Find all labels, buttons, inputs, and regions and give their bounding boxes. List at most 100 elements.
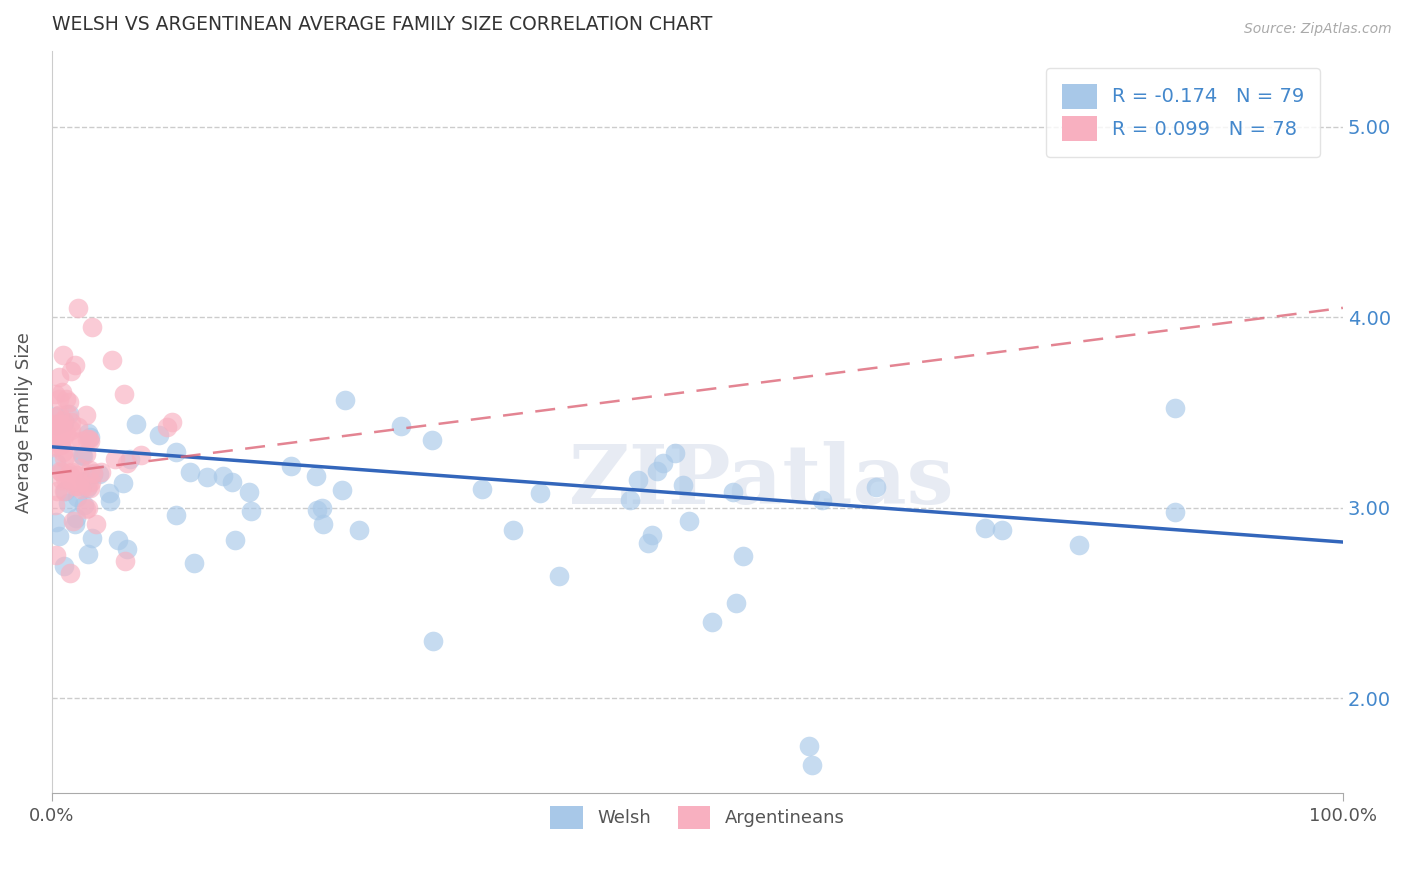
- Point: [75, 408, 97, 422]
- Point: [238, 484, 260, 499]
- Point: [49, 464, 72, 478]
- Point: [45, 409, 67, 423]
- Point: [56, 496, 79, 510]
- Point: [721, 484, 744, 499]
- Point: [67, 420, 90, 434]
- Point: [65, 490, 87, 504]
- Point: [307, 503, 329, 517]
- Point: [700, 615, 723, 629]
- Point: [70, 448, 93, 462]
- Point: [627, 473, 650, 487]
- Point: [79, 432, 101, 446]
- Point: [51, 444, 73, 458]
- Point: [80, 475, 103, 490]
- Point: [75, 502, 97, 516]
- Point: [53, 484, 76, 499]
- Point: [641, 528, 664, 542]
- Point: [311, 501, 333, 516]
- Point: [55, 425, 77, 440]
- Point: [125, 417, 148, 431]
- Point: [45, 456, 67, 470]
- Point: [502, 523, 524, 537]
- Text: WELSH VS ARGENTINEAN AVERAGE FAMILY SIZE CORRELATION CHART: WELSH VS ARGENTINEAN AVERAGE FAMILY SIZE…: [52, 15, 711, 34]
- Point: [58, 466, 80, 480]
- Point: [52, 483, 75, 498]
- Point: [53, 559, 76, 574]
- Point: [637, 536, 659, 550]
- Point: [107, 533, 129, 548]
- Point: [42, 423, 65, 437]
- Point: [77, 501, 100, 516]
- Point: [73, 499, 96, 513]
- Point: [60, 475, 83, 489]
- Point: [221, 475, 243, 489]
- Point: [75, 474, 97, 488]
- Point: [129, 448, 152, 462]
- Point: [42, 440, 65, 454]
- Point: [65, 511, 87, 525]
- Point: [66, 468, 89, 483]
- Point: [67, 479, 90, 493]
- Point: [63, 478, 86, 492]
- Point: [75, 447, 97, 461]
- Point: [312, 516, 335, 531]
- Point: [104, 451, 127, 466]
- Point: [97, 485, 120, 500]
- Point: [160, 415, 183, 429]
- Point: [991, 523, 1014, 537]
- Point: [42, 417, 65, 432]
- Point: [89, 467, 111, 481]
- Point: [79, 481, 101, 495]
- Point: [332, 483, 354, 497]
- Point: [100, 494, 122, 508]
- Point: [801, 757, 824, 772]
- Point: [114, 554, 136, 568]
- Point: [60, 423, 83, 437]
- Point: [49, 466, 72, 480]
- Point: [53, 471, 76, 485]
- Point: [165, 508, 187, 522]
- Point: [69, 434, 91, 448]
- Y-axis label: Average Family Size: Average Family Size: [15, 332, 32, 513]
- Point: [59, 364, 82, 378]
- Point: [797, 739, 820, 753]
- Legend: Welsh, Argentineans: Welsh, Argentineans: [543, 798, 852, 837]
- Point: [82, 466, 104, 480]
- Point: [112, 386, 135, 401]
- Point: [156, 420, 179, 434]
- Point: [1164, 505, 1187, 519]
- Point: [80, 319, 103, 334]
- Point: [1069, 538, 1091, 552]
- Point: [56, 467, 79, 482]
- Point: [179, 465, 201, 479]
- Point: [974, 521, 997, 535]
- Point: [678, 515, 700, 529]
- Point: [118, 451, 141, 466]
- Point: [70, 482, 93, 496]
- Point: [51, 473, 73, 487]
- Point: [547, 569, 569, 583]
- Point: [76, 479, 98, 493]
- Point: [65, 516, 87, 531]
- Point: [79, 434, 101, 449]
- Point: [60, 465, 83, 479]
- Point: [619, 493, 641, 508]
- Point: [59, 566, 82, 580]
- Point: [422, 634, 444, 648]
- Point: [76, 547, 98, 561]
- Point: [212, 469, 235, 483]
- Point: [58, 407, 80, 421]
- Point: [80, 532, 103, 546]
- Point: [148, 428, 170, 442]
- Point: [44, 438, 66, 452]
- Point: [48, 392, 70, 406]
- Point: [46, 484, 69, 499]
- Point: [60, 434, 83, 448]
- Point: [44, 498, 66, 512]
- Point: [280, 459, 302, 474]
- Point: [56, 407, 79, 421]
- Point: [76, 481, 98, 495]
- Point: [63, 358, 86, 372]
- Point: [865, 480, 887, 494]
- Point: [664, 446, 686, 460]
